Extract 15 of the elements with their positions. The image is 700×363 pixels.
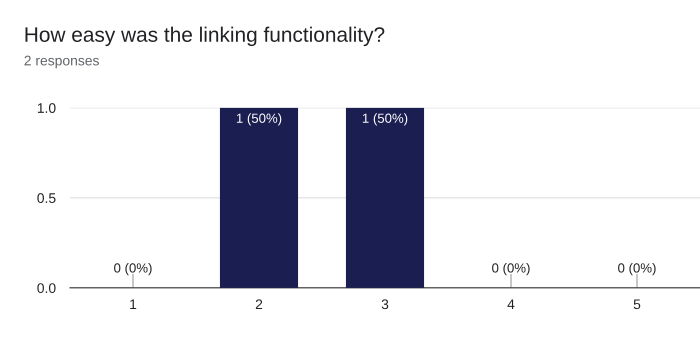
data-label: 0 (0%) [618, 262, 656, 276]
data-label: 0 (0%) [492, 262, 530, 276]
chart-title: How easy was the linking functionality? [26, 26, 384, 46]
data-label: 1 (50%) [236, 113, 282, 126]
y-tick-label: 0.5 [37, 193, 56, 204]
x-tick-label: 2 [256, 299, 262, 310]
x-tick-label: 4 [507, 299, 514, 310]
y-tick-label: 0.0 [37, 283, 56, 294]
y-tick-label: 1.0 [38, 103, 56, 113]
x-tick-label: 1 [130, 299, 136, 310]
data-label: 1 (50%) [362, 113, 408, 126]
x-tick-label: 5 [634, 299, 640, 310]
x-tick-label: 3 [382, 299, 388, 310]
chart-subtitle: 2 responses [24, 56, 99, 68]
data-label: 0 (0%) [114, 262, 152, 276]
